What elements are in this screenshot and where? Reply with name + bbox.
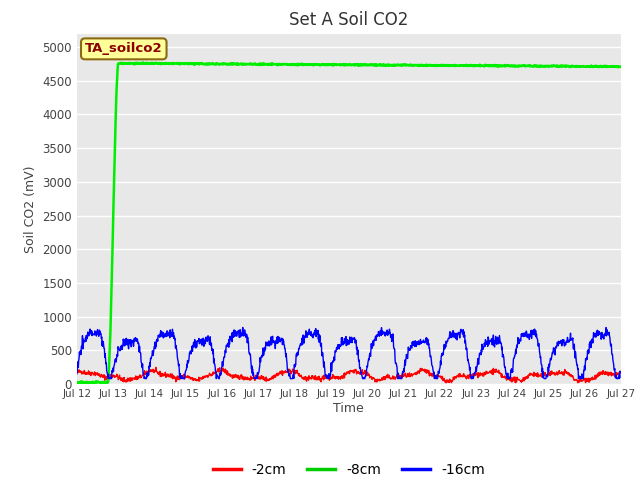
X-axis label: Time: Time: [333, 402, 364, 415]
Y-axis label: Soil CO2 (mV): Soil CO2 (mV): [24, 165, 36, 252]
Legend: -2cm, -8cm, -16cm: -2cm, -8cm, -16cm: [207, 457, 490, 480]
Text: TA_soilco2: TA_soilco2: [85, 42, 163, 55]
Title: Set A Soil CO2: Set A Soil CO2: [289, 11, 408, 29]
